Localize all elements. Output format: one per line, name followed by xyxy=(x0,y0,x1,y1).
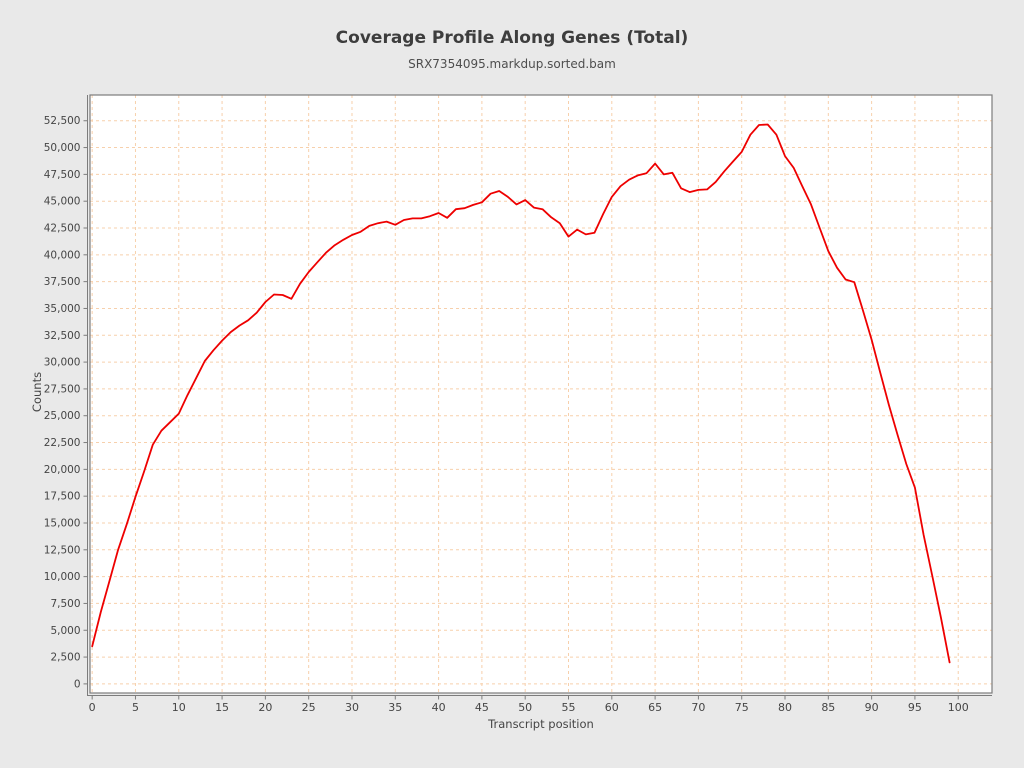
y-tick-label: 32,500 xyxy=(44,330,81,342)
y-tick-label: 40,000 xyxy=(44,249,81,261)
x-tick-label: 20 xyxy=(258,701,272,714)
y-tick-label: 7,500 xyxy=(50,598,80,610)
y-tick-label: 17,500 xyxy=(44,491,81,503)
x-tick-label: 75 xyxy=(735,701,749,714)
y-tick-label: 2,500 xyxy=(50,652,80,664)
plot-background xyxy=(90,95,992,693)
axis-ticks: 0 2,500 5,000 7,500 10,000 12,500 15,000 17,500… xyxy=(44,115,969,714)
x-tick-label: 15 xyxy=(215,701,229,714)
x-tick-label: 35 xyxy=(388,701,402,714)
y-tick-label: 45,000 xyxy=(44,196,81,208)
y-tick-label: 15,000 xyxy=(44,517,81,529)
y-tick-label: 5,000 xyxy=(50,625,80,637)
x-tick-label: 90 xyxy=(865,701,879,714)
y-tick-label: 25,000 xyxy=(44,410,81,422)
y-tick-label: 35,000 xyxy=(44,303,81,315)
y-tick-label: 37,500 xyxy=(44,276,81,288)
y-tick-label: 12,500 xyxy=(44,544,81,556)
y-tick-label: 52,500 xyxy=(44,115,81,127)
grid-lines xyxy=(90,95,992,693)
y-tick-label: 27,500 xyxy=(44,383,81,395)
x-tick-label: 100 xyxy=(948,701,969,714)
x-tick-label: 10 xyxy=(172,701,186,714)
y-tick-label: 0 xyxy=(74,678,81,690)
x-tick-label: 5 xyxy=(132,701,139,714)
y-tick-label: 20,000 xyxy=(44,464,81,476)
x-axis-label: Transcript position xyxy=(488,717,594,731)
x-tick-label: 70 xyxy=(691,701,705,714)
x-tick-label: 30 xyxy=(345,701,359,714)
x-tick-label: 40 xyxy=(432,701,446,714)
x-tick-label: 60 xyxy=(605,701,619,714)
x-tick-label: 80 xyxy=(778,701,792,714)
coverage-line xyxy=(91,123,951,664)
x-tick-label: 65 xyxy=(648,701,662,714)
y-tick-label: 30,000 xyxy=(44,357,81,369)
x-tick-label: 95 xyxy=(908,701,922,714)
x-tick-label: 50 xyxy=(518,701,532,714)
y-tick-label: 22,500 xyxy=(44,437,81,449)
plot-frame xyxy=(89,94,993,694)
chart-title: Coverage Profile Along Genes (Total) xyxy=(335,28,689,48)
x-tick-label: 0 xyxy=(89,701,96,714)
x-tick-label: 55 xyxy=(561,701,575,714)
x-tick-label: 85 xyxy=(821,701,835,714)
x-tick-label: 45 xyxy=(475,701,489,714)
y-tick-label: 42,500 xyxy=(44,223,81,235)
y-tick-label: 47,500 xyxy=(44,169,81,181)
y-tick-label: 10,000 xyxy=(44,571,81,583)
chart-subtitle: SRX7354095.markdup.sorted.bam xyxy=(408,57,616,71)
x-tick-label: 25 xyxy=(302,701,316,714)
y-tick-label: 50,000 xyxy=(44,142,81,154)
